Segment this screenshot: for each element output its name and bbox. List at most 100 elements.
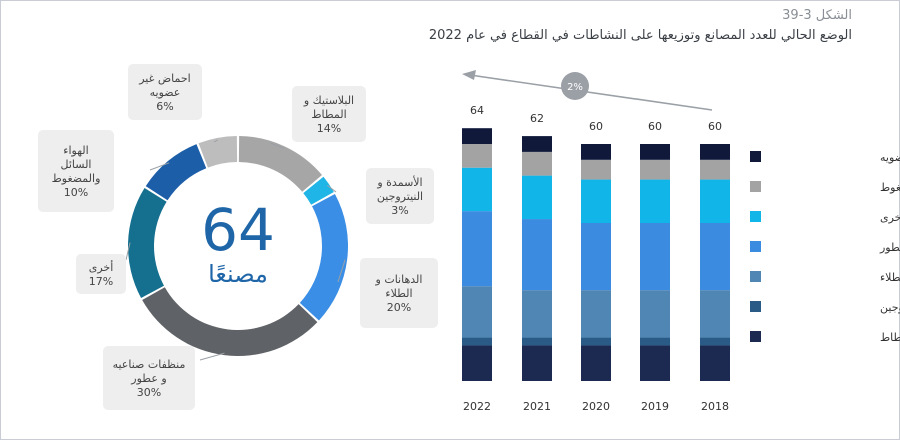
bar-segment-2020-6 bbox=[581, 144, 611, 160]
bar-segment-2021-5 bbox=[522, 151, 552, 176]
legend-swatch bbox=[750, 241, 761, 252]
legend-swatch bbox=[750, 181, 761, 192]
legend-label: البلاستيك و المطاط bbox=[880, 331, 900, 344]
donut-slice-gases bbox=[145, 144, 207, 201]
slice-label-acids: احماض غير bbox=[138, 72, 191, 85]
bar-total-label: 62 bbox=[530, 112, 544, 125]
bar-segment-2022-6 bbox=[462, 128, 492, 144]
bar-segment-2020-2 bbox=[581, 290, 611, 338]
x-tick-label: 2020 bbox=[582, 400, 610, 413]
slice-label-gases: السائل bbox=[61, 158, 92, 171]
growth-badge bbox=[561, 72, 589, 100]
legend-label: احماض غير عضويه bbox=[880, 151, 900, 164]
bar-segment-2018-4 bbox=[700, 179, 730, 223]
donut-slice-cleaning bbox=[142, 287, 318, 356]
slice-label-fert: النيتروجين bbox=[377, 190, 423, 203]
label-box-paint bbox=[360, 258, 438, 328]
bar-segment-2019-3 bbox=[640, 223, 670, 291]
bar-segment-2022-2 bbox=[462, 286, 492, 338]
legend-swatch bbox=[750, 301, 761, 312]
slice-label-gases: والمضغوط bbox=[52, 172, 101, 185]
label-box-other bbox=[76, 254, 126, 294]
bar-segment-2022-1 bbox=[462, 337, 492, 346]
bar-segment-2021-4 bbox=[522, 175, 552, 220]
leader-line-cleaning bbox=[199, 352, 225, 361]
slice-label-gases: الهواء bbox=[63, 144, 88, 157]
label-box-fert bbox=[366, 168, 434, 224]
donut-slice-paint bbox=[299, 194, 348, 321]
leader-line-paint bbox=[337, 259, 346, 283]
donut-slice-acids bbox=[198, 136, 238, 168]
growth-label: 2% bbox=[567, 82, 583, 93]
slice-label-paint: الطلاء bbox=[385, 287, 412, 300]
legend-label: الهواء السائل والمضغوط bbox=[880, 181, 900, 194]
growth-arrow-line bbox=[469, 74, 713, 111]
legend-label: أخرى bbox=[880, 210, 900, 224]
slice-pct-acids: 6% bbox=[156, 100, 173, 113]
slice-pct-paint: 20% bbox=[387, 301, 411, 314]
donut-slice-other bbox=[128, 188, 167, 298]
slice-label-acids: عضويه bbox=[150, 86, 181, 99]
leader-line-other bbox=[125, 242, 131, 261]
figure-number: الشكل 3-39 bbox=[782, 8, 852, 23]
leader-line-fert bbox=[327, 184, 337, 193]
bar-segment-2020-0 bbox=[581, 345, 611, 381]
stacked-bar-chart: 64 2022 62 2021 60 2020 60 2019 60 2018 2% bbox=[462, 70, 730, 413]
bar-segment-2019-5 bbox=[640, 159, 670, 180]
label-box-gases bbox=[38, 130, 114, 212]
slice-pct-other: 17% bbox=[89, 275, 113, 288]
x-tick-label: 2022 bbox=[463, 400, 491, 413]
bar-segment-2022-3 bbox=[462, 211, 492, 287]
x-tick-label: 2021 bbox=[523, 400, 551, 413]
bar-total-label: 64 bbox=[470, 104, 484, 117]
growth-arrow-head bbox=[462, 70, 476, 80]
leader-line-gases bbox=[149, 162, 170, 171]
slice-pct-plastic: 14% bbox=[317, 122, 341, 135]
legend-label: الدهانات و الطلاء bbox=[880, 271, 900, 284]
bar-segment-2021-6 bbox=[522, 136, 552, 152]
slice-label-plastic: البلاستيك و bbox=[303, 94, 354, 107]
bar-segment-2021-0 bbox=[522, 345, 552, 381]
slice-pct-cleaning: 30% bbox=[137, 386, 161, 399]
bar-segment-2019-4 bbox=[640, 179, 670, 223]
label-box-acids bbox=[128, 64, 202, 120]
slice-pct-fert: 3% bbox=[391, 204, 408, 217]
slice-label-fert: الأسمدة و bbox=[376, 175, 422, 189]
bar-segment-2018-6 bbox=[700, 144, 730, 160]
bar-segment-2020-5 bbox=[581, 159, 611, 180]
legend-swatch bbox=[750, 271, 761, 282]
donut-center-value: 64 bbox=[201, 196, 275, 264]
bar-segment-2020-4 bbox=[581, 179, 611, 223]
slice-label-cleaning: منظفات صناعيه bbox=[113, 358, 186, 371]
legend-swatch bbox=[750, 331, 761, 342]
legend-label: منظفات صناعيه و عطور bbox=[879, 241, 900, 254]
bar-segment-2022-4 bbox=[462, 167, 492, 212]
slice-pct-gases: 10% bbox=[64, 186, 88, 199]
slice-label-plastic: المطاط bbox=[311, 108, 346, 121]
leader-line-plastic bbox=[269, 142, 285, 149]
donut-slice-fert bbox=[303, 176, 334, 205]
bar-segment-2019-6 bbox=[640, 144, 670, 160]
donut-center-label: مصنعًا bbox=[208, 260, 268, 288]
label-box-plastic bbox=[292, 86, 366, 142]
bar-segment-2019-2 bbox=[640, 290, 670, 338]
donut-slice-plastic bbox=[238, 136, 323, 192]
x-tick-label: 2019 bbox=[641, 400, 669, 413]
slice-label-cleaning: و عطور bbox=[130, 372, 166, 385]
x-tick-label: 2018 bbox=[701, 400, 729, 413]
bar-segment-2019-1 bbox=[640, 337, 670, 346]
leader-line-acids bbox=[213, 139, 219, 143]
bar-segment-2021-3 bbox=[522, 219, 552, 291]
slice-label-paint: الدهانات و bbox=[375, 273, 423, 286]
bar-total-label: 60 bbox=[708, 120, 722, 133]
bar-total-label: 60 bbox=[648, 120, 662, 133]
bar-segment-2018-1 bbox=[700, 337, 730, 346]
bar-segment-2020-3 bbox=[581, 223, 611, 291]
bar-segment-2019-0 bbox=[640, 345, 670, 381]
bar-segment-2022-0 bbox=[462, 345, 492, 381]
legend-swatch bbox=[750, 151, 761, 162]
bar-segment-2021-2 bbox=[522, 290, 552, 338]
